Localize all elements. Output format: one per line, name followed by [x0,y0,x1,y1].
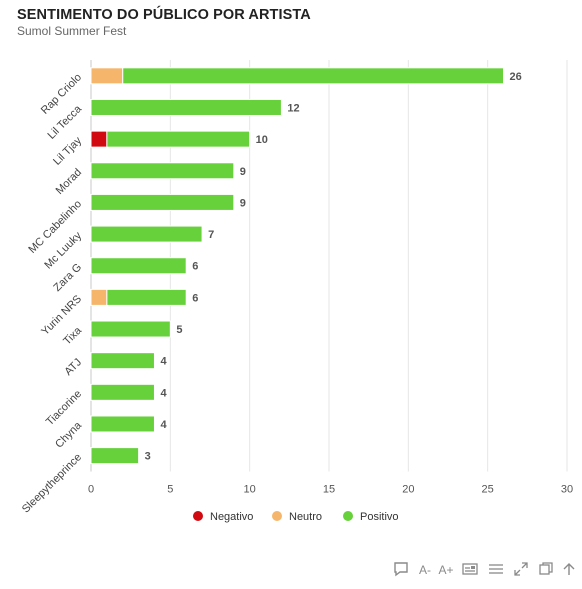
chart-subtitle: Sumol Summer Fest [17,24,127,38]
category-label: Sleepytheprince [20,451,84,515]
value-label: 9 [240,197,246,209]
x-tick-label: 25 [482,483,494,495]
category-label: Chyna [53,419,85,451]
bar-segment-positivo [90,415,155,433]
bar-segment-positivo [90,193,235,211]
value-label: 12 [287,102,299,114]
bar-segment-neutro [90,67,124,85]
value-label: 4 [160,387,167,399]
x-tick-label: 15 [323,483,335,495]
bar-segment-positivo [90,257,187,275]
bars [90,67,505,465]
value-label: 7 [208,229,214,241]
x-tick-label: 30 [561,483,573,495]
legend-swatch-neutro [272,511,282,521]
comment-icon[interactable] [392,560,410,580]
bar-segment-positivo [122,67,505,85]
bar-segment-positivo [106,130,251,148]
value-label: 4 [160,356,167,368]
font-decrease-icon[interactable]: A- [419,563,431,577]
fullscreen-icon[interactable] [511,560,531,580]
x-tick-label: 0 [88,483,94,495]
bar-segment-positivo [90,162,235,180]
bar-segment-neutro [90,288,108,306]
legend-label-negativo: Negativo [210,511,253,523]
legend: Negativo Neutro Positivo [193,511,399,523]
legend-swatch-positivo [343,511,353,521]
bar-segment-positivo [90,320,171,338]
value-label: 6 [192,261,198,273]
font-increase-icon[interactable]: A+ [438,563,454,577]
category-label: Tixa [61,324,85,348]
value-label: 3 [145,451,151,463]
gridlines [90,60,568,472]
arrow-up-icon[interactable] [560,560,578,580]
bar-segment-positivo [90,225,203,243]
category-label: MC Cabelinho [26,198,84,256]
value-label: 4 [160,419,167,431]
chart-title: SENTIMENTO DO PÚBLICO POR ARTISTA [17,7,311,23]
bar-segment-positivo [106,288,187,306]
copy-icon[interactable] [536,560,556,580]
value-label: 6 [192,292,198,304]
value-label: 10 [256,134,268,146]
value-label: 26 [510,71,522,83]
table-icon[interactable] [486,560,506,580]
x-axis-ticks: 0 5 10 15 20 25 30 [88,483,573,495]
value-labels: 26 12 10 9 9 7 6 6 5 4 4 4 3 [145,71,522,463]
legend-label-positivo: Positivo [360,511,399,523]
category-label: ATJ [62,356,84,378]
bar-segment-positivo [90,447,140,465]
x-tick-label: 20 [402,483,414,495]
embed-icon[interactable] [460,560,480,580]
bar-segment-positivo [90,352,155,370]
bar-segment-negativo [90,130,108,148]
value-label: 5 [176,324,182,336]
legend-label-neutro: Neutro [289,511,322,523]
category-label: Morad [54,166,85,197]
category-label: Zara G [51,261,84,294]
bar-segment-positivo [90,383,155,401]
bar-segment-positivo [90,98,282,116]
x-tick-label: 5 [167,483,173,495]
x-tick-label: 10 [244,483,256,495]
chart-toolbar: A- A+ [390,560,580,580]
value-label: 9 [240,166,246,178]
legend-swatch-negativo [193,511,203,521]
